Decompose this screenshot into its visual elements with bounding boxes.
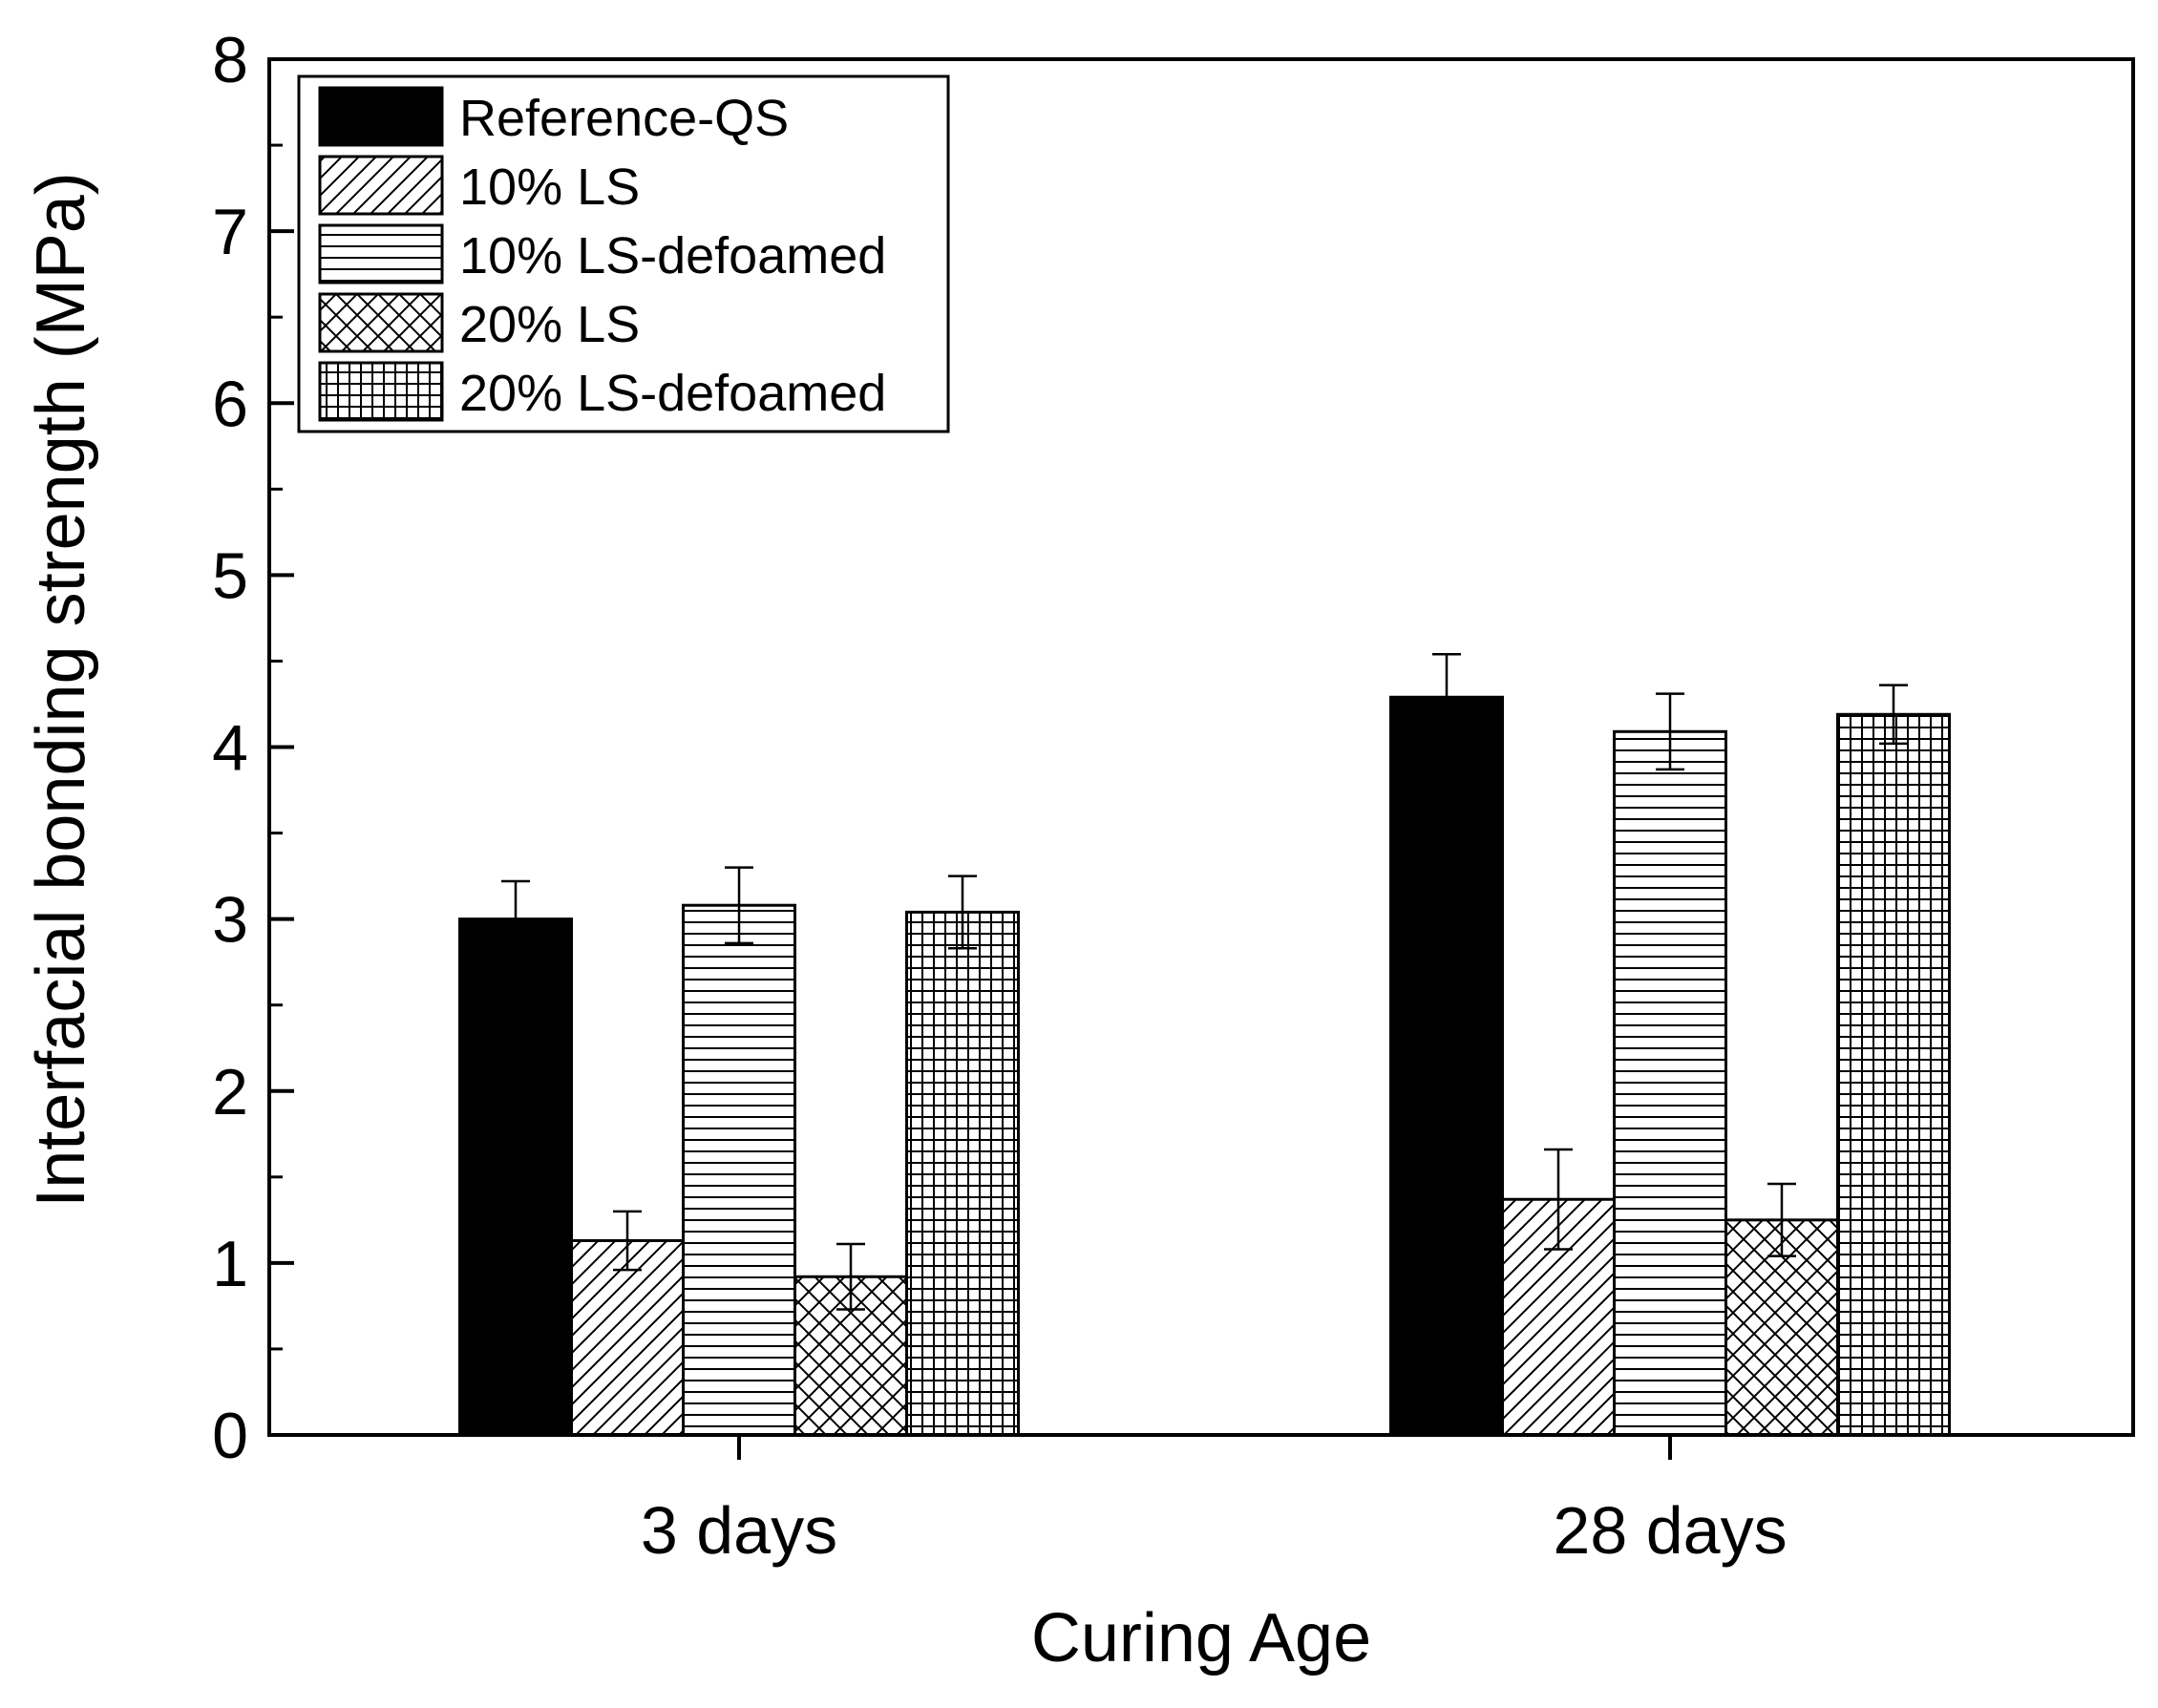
x-tick-label: 3 days (641, 1493, 837, 1568)
y-tick-label: 7 (212, 196, 248, 268)
legend-swatch (318, 155, 444, 216)
bar (1836, 712, 1951, 1437)
legend-swatch (318, 223, 444, 285)
legend-swatch (318, 86, 444, 147)
y-tick-label: 2 (212, 1056, 248, 1128)
x-tick-label: 28 days (1553, 1493, 1787, 1568)
bar (905, 910, 1020, 1437)
legend-label: 10% LS-defoamed (459, 227, 886, 285)
bar (1613, 729, 1727, 1437)
legend-label: 20% LS-defoamed (459, 365, 886, 422)
legend-label: Reference-QS (459, 90, 789, 147)
y-tick-label: 0 (212, 1400, 248, 1472)
legend-swatch (318, 361, 444, 422)
x-axis-title: Curing Age (1031, 1600, 1371, 1676)
legend-swatch (318, 292, 444, 353)
y-tick-label: 8 (212, 24, 248, 96)
y-tick-label: 3 (212, 884, 248, 957)
legend-label: 10% LS (459, 158, 640, 216)
y-axis-title: Interfacial bonding strength (MPa) (23, 172, 99, 1208)
y-tick-label: 5 (212, 539, 248, 612)
bar (458, 917, 573, 1437)
y-tick-label: 6 (212, 368, 248, 440)
bar (1389, 695, 1504, 1437)
legend-label: 20% LS (459, 296, 640, 353)
bar (570, 1238, 685, 1437)
bar (682, 903, 796, 1437)
y-tick-label: 1 (212, 1228, 248, 1300)
y-tick-label: 4 (212, 712, 248, 785)
